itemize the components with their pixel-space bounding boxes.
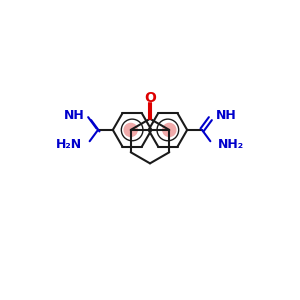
Text: NH: NH	[216, 109, 236, 122]
Circle shape	[124, 123, 137, 136]
Text: H₂N: H₂N	[56, 138, 82, 151]
Text: O: O	[144, 91, 156, 105]
Text: NH: NH	[64, 109, 84, 122]
Text: NH₂: NH₂	[218, 138, 244, 151]
Circle shape	[163, 123, 176, 136]
